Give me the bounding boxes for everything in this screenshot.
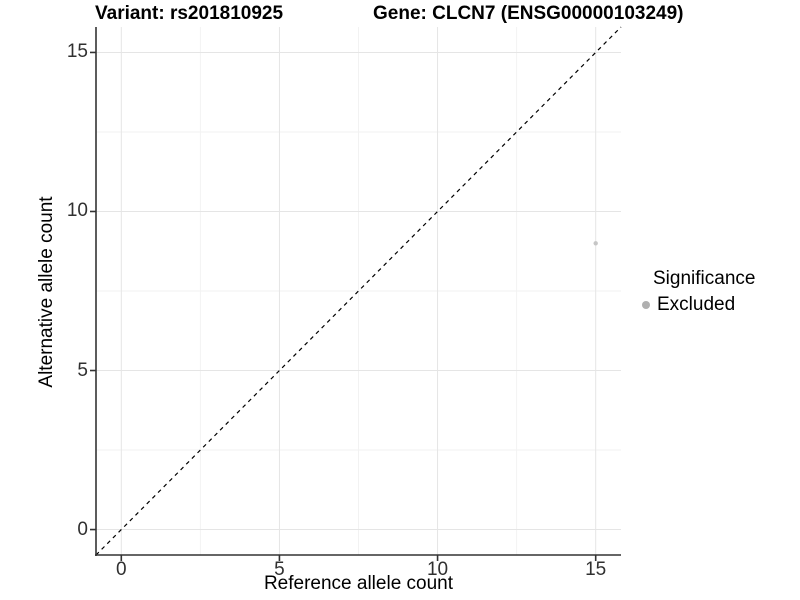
x-tick-label: 0 [116,559,127,580]
x-tick-label: 10 [426,559,449,580]
plot-title-variant: Variant: rs201810925 [95,3,284,24]
x-tick-label: 15 [585,559,607,580]
legend-key-dot [642,300,650,309]
legend-item-excluded: Excluded [640,293,755,316]
y-axis-title: Alternative allele count [36,196,57,388]
x-tick-label: 5 [274,559,285,580]
y-tick-label: 0 [77,518,88,540]
x-axis-title: Reference allele count [263,573,454,594]
y-tick-label: 15 [66,41,88,63]
legend: Significance Excluded [640,267,755,316]
legend-title: Significance [653,268,756,289]
plot-title-gene: Gene: CLCN7 (ENSG00000103249) [373,3,684,24]
legend-item-label: Excluded [657,294,736,315]
y-tick-label: 5 [77,359,88,381]
data-point [593,241,598,246]
y-tick-label: 10 [66,200,88,222]
